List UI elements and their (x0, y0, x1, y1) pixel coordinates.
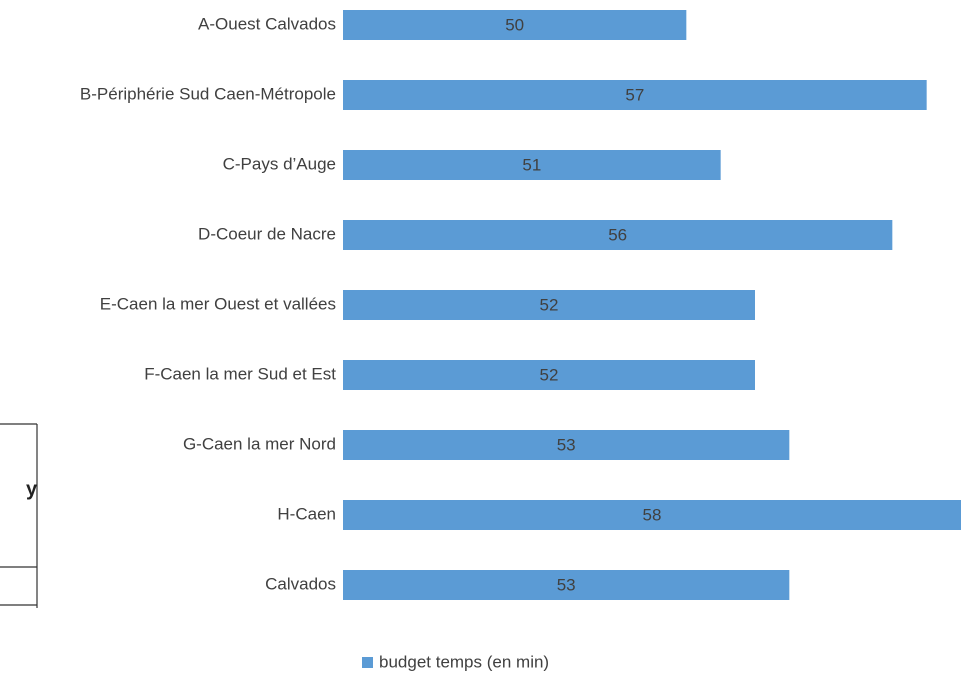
data-label: 52 (540, 295, 559, 314)
bar (343, 500, 961, 530)
y-tick-label: G-Caen la mer Nord (183, 434, 336, 453)
legend-label: budget temps (en min) (379, 652, 549, 671)
bar (343, 430, 790, 460)
y-tick-label: E-Caen la mer Ouest et vallées (100, 294, 336, 313)
data-label: 53 (557, 575, 576, 594)
data-label: 53 (557, 435, 576, 454)
legend-swatch (362, 657, 373, 668)
bar (343, 360, 755, 390)
bar (343, 10, 687, 40)
y-tick-label: C-Pays d’Auge (223, 154, 336, 173)
y-tick-label: H-Caen (277, 504, 336, 523)
bar (343, 290, 755, 320)
table-fragment (0, 423, 38, 608)
y-tick-label: D-Coeur de Nacre (198, 224, 336, 243)
data-label: 51 (522, 155, 541, 174)
bar (343, 80, 927, 110)
y-tick-label: B-Périphérie Sud Caen-Métropole (80, 84, 336, 103)
bar (343, 570, 790, 600)
data-label: 58 (643, 505, 662, 524)
data-label: 56 (608, 225, 627, 244)
bar (343, 150, 721, 180)
fragment-text: y (26, 478, 38, 500)
data-label: 50 (505, 15, 524, 34)
y-tick-label: F-Caen la mer Sud et Est (144, 364, 336, 383)
data-label: 57 (625, 85, 644, 104)
data-label: 52 (540, 365, 559, 384)
bar (343, 220, 893, 250)
y-tick-label: Calvados (265, 574, 336, 593)
y-tick-label: A-Ouest Calvados (198, 14, 336, 33)
